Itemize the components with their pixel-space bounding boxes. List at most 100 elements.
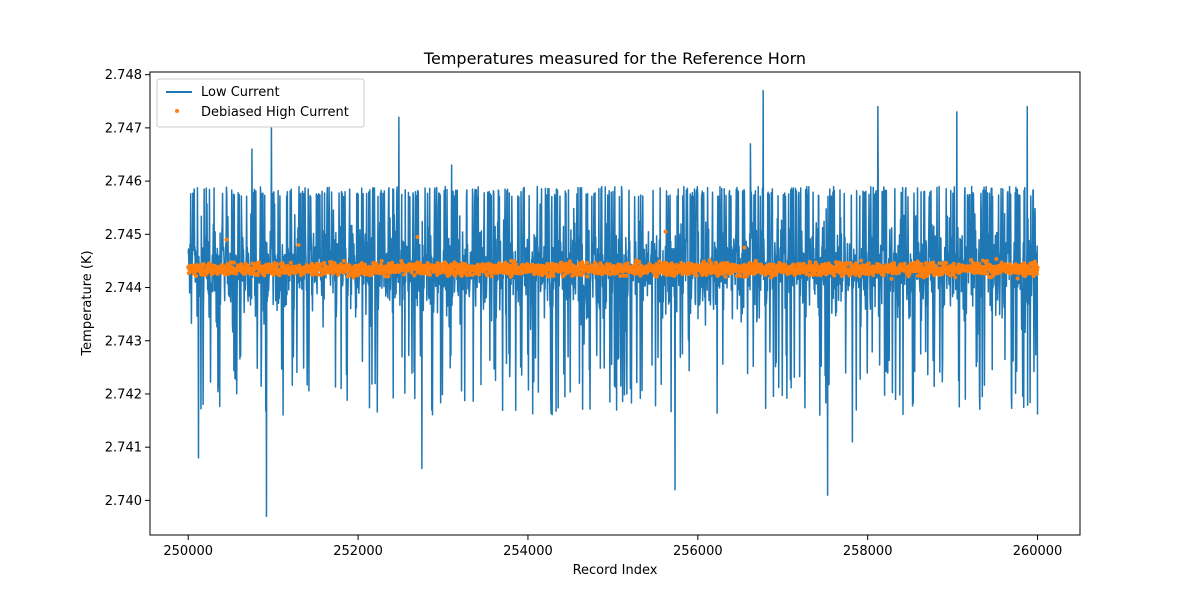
y-tick-label: 2.740 bbox=[105, 494, 142, 509]
scatter-point bbox=[288, 260, 293, 265]
y-axis-ticks: 2.740 2.741 2.742 2.743 2.744 2.745 2.746 2.747… bbox=[105, 68, 150, 509]
x-axis-label: Record Index bbox=[573, 563, 658, 578]
scatter-point bbox=[832, 273, 837, 278]
x-tick-label: 258000 bbox=[843, 544, 893, 559]
scatter-point bbox=[402, 272, 407, 277]
scatter-point bbox=[332, 261, 337, 266]
scatter-point bbox=[709, 261, 714, 266]
scatter-point bbox=[969, 257, 974, 262]
scatter-point bbox=[801, 261, 806, 266]
scatter-point bbox=[701, 259, 706, 264]
scatter-point bbox=[924, 261, 929, 266]
scatter-point bbox=[512, 259, 517, 264]
scatter-point bbox=[470, 272, 475, 277]
scatter-point bbox=[274, 262, 279, 267]
scatter-point-outlier bbox=[663, 229, 668, 234]
scatter-point bbox=[694, 273, 699, 278]
scatter-point-outlier bbox=[415, 234, 420, 239]
scatter-point bbox=[947, 273, 952, 278]
scatter-point bbox=[734, 274, 739, 279]
scatter-point bbox=[723, 274, 728, 279]
scatter-point bbox=[931, 260, 936, 265]
scatter-point bbox=[944, 261, 949, 266]
x-tick-label: 252000 bbox=[333, 544, 383, 559]
scatter-point bbox=[1026, 264, 1031, 269]
y-tick-label: 2.746 bbox=[105, 175, 142, 190]
scatter-point bbox=[584, 260, 589, 265]
scatter-point bbox=[797, 271, 802, 276]
scatter-point bbox=[379, 258, 384, 263]
scatter-point bbox=[201, 262, 206, 267]
scatter-point bbox=[753, 258, 758, 263]
scatter-point bbox=[919, 262, 924, 267]
scatter-point bbox=[459, 273, 464, 278]
scatter-point bbox=[374, 261, 379, 266]
series-debiased-high-current-points bbox=[186, 229, 1040, 281]
scatter-point bbox=[729, 271, 734, 276]
scatter-point bbox=[246, 264, 251, 269]
legend: Low Current Debiased High Current bbox=[156, 78, 365, 128]
scatter-point bbox=[980, 258, 985, 263]
scatter-point bbox=[1015, 276, 1020, 281]
scatter-point bbox=[1034, 271, 1039, 276]
scatter-point bbox=[985, 271, 990, 276]
scatter-point bbox=[390, 260, 395, 265]
scatter-point bbox=[489, 274, 494, 279]
legend-marker-swatch bbox=[175, 109, 179, 113]
scatter-point bbox=[359, 261, 364, 266]
scatter-point bbox=[379, 262, 384, 267]
scatter-point bbox=[921, 275, 926, 280]
scatter-point bbox=[1032, 259, 1037, 264]
scatter-point bbox=[318, 262, 323, 267]
scatter-point bbox=[953, 275, 958, 280]
scatter-point bbox=[844, 261, 849, 266]
scatter-point bbox=[1022, 261, 1027, 266]
chart-title: Temperatures measured for the Reference … bbox=[423, 49, 806, 68]
scatter-point bbox=[567, 259, 572, 264]
scatter-point bbox=[637, 259, 642, 264]
scatter-point bbox=[915, 273, 920, 278]
scatter-point bbox=[715, 273, 720, 278]
scatter-point bbox=[621, 273, 626, 278]
y-tick-label: 2.745 bbox=[105, 228, 142, 243]
scatter-point bbox=[370, 271, 375, 276]
x-axis-ticks: 250000 252000 254000 256000 258000 260000 bbox=[163, 535, 1062, 559]
legend-box bbox=[156, 78, 365, 128]
scatter-point bbox=[453, 273, 458, 278]
scatter-point-outlier bbox=[296, 242, 301, 247]
scatter-point bbox=[551, 273, 556, 278]
scatter-point bbox=[598, 261, 603, 266]
scatter-point bbox=[428, 272, 433, 277]
scatter-point bbox=[231, 260, 236, 265]
scatter-point bbox=[713, 260, 718, 265]
y-tick-label: 2.742 bbox=[105, 387, 142, 402]
x-tick-label: 250000 bbox=[163, 544, 213, 559]
scatter-point bbox=[425, 261, 430, 266]
scatter-point bbox=[976, 270, 981, 275]
scatter-point bbox=[946, 268, 951, 273]
plot-area bbox=[186, 89, 1040, 518]
scatter-point bbox=[700, 272, 705, 277]
scatter-point bbox=[363, 262, 368, 267]
scatter-point bbox=[407, 261, 412, 266]
scatter-point bbox=[451, 265, 456, 270]
scatter-point bbox=[580, 260, 585, 265]
x-tick-label: 256000 bbox=[673, 544, 723, 559]
scatter-point bbox=[866, 261, 871, 266]
scatter-point bbox=[625, 261, 630, 266]
scatter-point bbox=[871, 273, 876, 278]
scatter-point bbox=[951, 261, 956, 266]
scatter-point bbox=[262, 273, 267, 278]
y-tick-label: 2.741 bbox=[105, 441, 142, 456]
scatter-point bbox=[638, 273, 643, 278]
scatter-point bbox=[509, 258, 514, 263]
scatter-point bbox=[485, 273, 490, 278]
scatter-point bbox=[1035, 265, 1040, 270]
scatter-point bbox=[881, 273, 886, 278]
scatter-point-outlier bbox=[742, 245, 747, 250]
scatter-point bbox=[664, 272, 669, 277]
scatter-point bbox=[889, 276, 894, 281]
scatter-point bbox=[599, 272, 604, 277]
scatter-point bbox=[937, 261, 942, 266]
scatter-point bbox=[341, 258, 346, 263]
